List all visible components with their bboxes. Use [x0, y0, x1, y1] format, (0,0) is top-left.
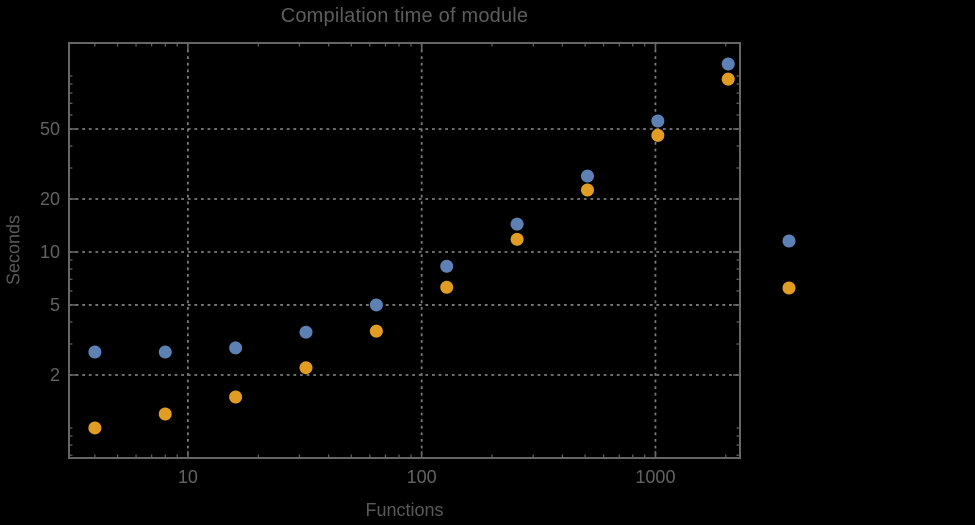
data-point-series-1-blue: [369, 298, 383, 312]
y-tick-label: 50: [40, 119, 60, 139]
data-point-series-1-blue: [299, 325, 313, 339]
data-point-series-2-orange: [651, 128, 665, 142]
data-point-series-1-blue: [510, 217, 524, 231]
legend-marker: [782, 234, 796, 248]
data-point-series-2-orange: [158, 407, 172, 421]
y-tick-label: 2: [50, 365, 60, 385]
legend-marker: [782, 281, 796, 295]
x-tick-label: 100: [407, 467, 437, 487]
y-tick-label: 5: [50, 295, 60, 315]
data-point-series-1-blue: [158, 345, 172, 359]
data-point-series-2-orange: [510, 232, 524, 246]
data-point-series-1-blue: [580, 169, 594, 183]
data-point-series-1-blue: [440, 259, 454, 273]
plot-frame: [68, 42, 741, 459]
y-tick-label: 20: [40, 189, 60, 209]
data-point-series-2-orange: [299, 361, 313, 375]
data-point-series-1-blue: [651, 114, 665, 128]
data-point-series-1-blue: [229, 341, 243, 355]
data-point-series-1-blue: [721, 57, 735, 71]
data-point-series-2-orange: [229, 390, 243, 404]
x-tick-label: 1000: [635, 467, 675, 487]
data-point-series-2-orange: [580, 183, 594, 197]
x-axis-label: Functions: [365, 500, 444, 520]
y-tick-label: 10: [40, 242, 60, 262]
data-point-series-2-orange: [721, 72, 735, 86]
data-point-series-1-blue: [88, 345, 102, 359]
data-point-series-2-orange: [369, 324, 383, 338]
data-point-series-2-orange: [440, 280, 454, 294]
x-tick-label: 10: [178, 467, 198, 487]
chart-title: Compilation time of module: [280, 5, 529, 27]
data-point-series-2-orange: [88, 421, 102, 435]
